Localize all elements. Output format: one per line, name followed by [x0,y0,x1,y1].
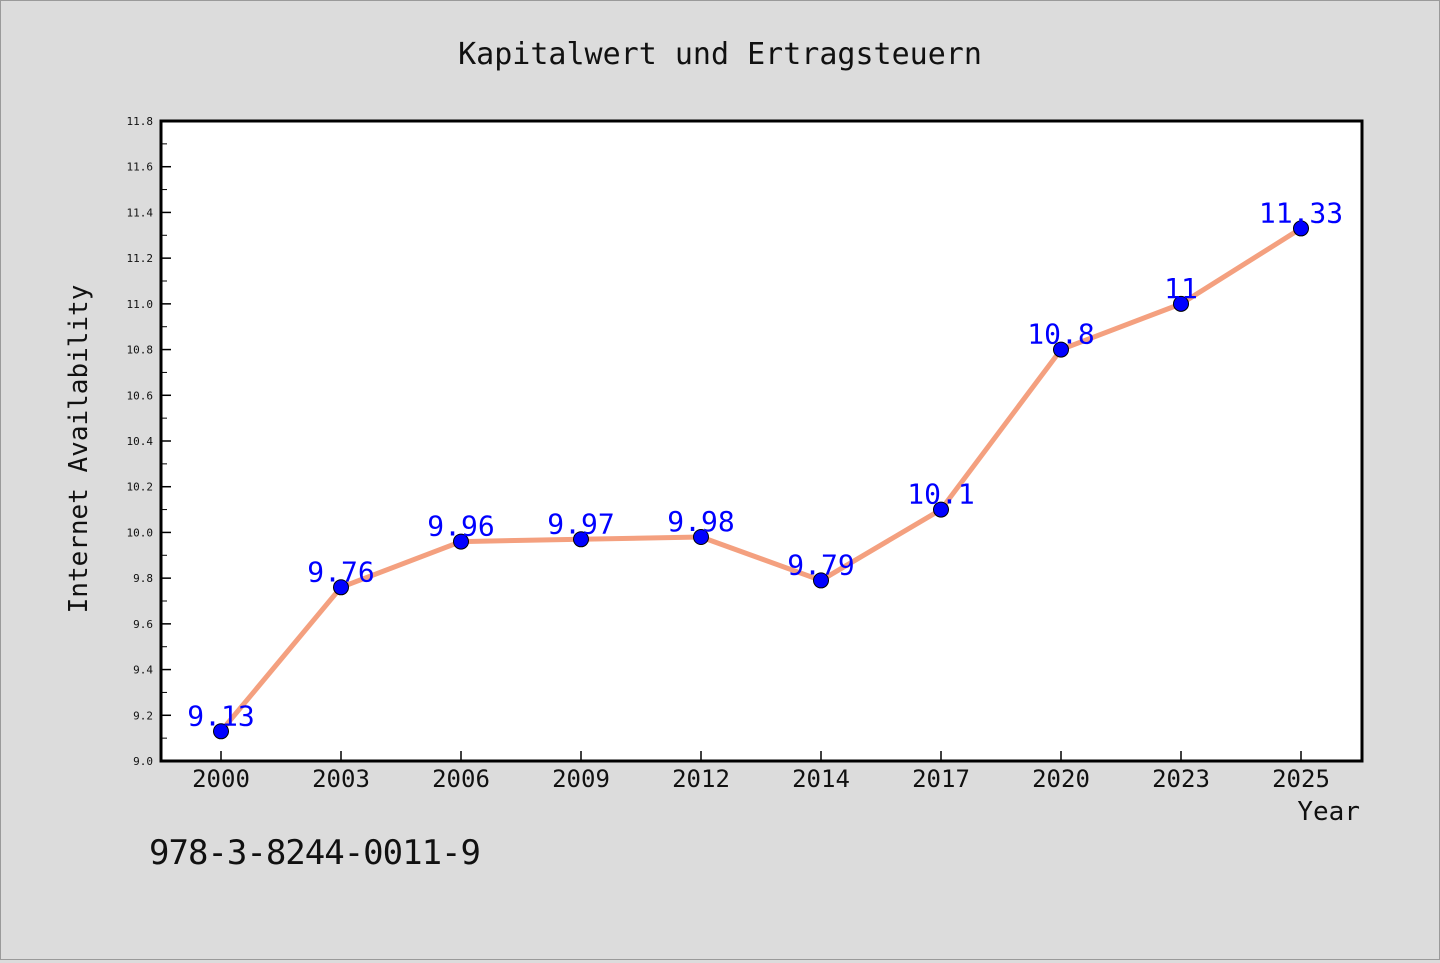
x-tick-label: 2006 [432,765,490,793]
y-tick-label: 9.6 [133,618,153,631]
y-tick-label: 9.0 [133,755,153,768]
isbn-code: 978-3-8244-0011-9 [149,833,481,873]
chart-title: Kapitalwert und Ertragsteuern [458,37,982,72]
y-tick-label: 11.0 [127,298,154,311]
y-tick-label: 9.4 [133,664,153,677]
x-tick-label: 2003 [312,765,370,793]
x-tick-label: 2025 [1272,765,1330,793]
data-point-label: 9.13 [187,699,254,732]
y-tick-label: 11.4 [127,206,154,219]
y-tick-label: 10.8 [127,344,154,357]
data-point-label: 10.8 [1027,318,1094,351]
data-point-marker [573,531,589,548]
series-line-layer: 9.13 9.76 9.96 9.97 9.98 9.79 10.1 10.8 11 11.33 [187,196,1343,740]
y-tick-label: 11.6 [127,161,154,174]
plot-area [159,119,1364,763]
data-point-marker [693,529,709,545]
x-tick-label: 2020 [1032,765,1090,793]
y-tick-label: 9.2 [133,709,153,722]
y-tick-label: 10.2 [127,481,154,494]
x-tick-label: 2017 [912,765,970,793]
data-point-label: 9.97 [547,507,614,540]
y-tick-label: 11.8 [127,115,154,128]
x-axis-label: Year [1297,797,1360,827]
data-point-label: 11 [1164,272,1198,305]
y-axis: 9.0 9.2 9.4 9.6 9.8 10.0 10.2 10.4 10.6 10.8 11.0 1… [127,115,171,768]
y-tick-label: 10.0 [127,526,154,539]
data-point-marker [1053,341,1069,358]
x-tick-label: 2012 [672,765,730,793]
y-tick-label: 9.8 [133,572,153,585]
data-point-marker [333,579,349,596]
data-point-label: 11.33 [1259,196,1343,229]
data-point-marker [453,533,469,550]
y-tick-label: 10.4 [127,435,154,448]
data-point-marker [1293,220,1309,237]
data-point-marker [813,572,829,589]
data-point-label: 10.1 [907,478,974,511]
data-point-marker [213,723,229,740]
y-axis-label: Internet Availability [64,285,94,614]
data-point-marker [933,501,949,518]
data-point-label: 9.79 [787,548,854,581]
y-tick-label: 11.2 [127,252,154,265]
data-point-marker [1173,295,1189,312]
data-point-label: 9.76 [307,555,374,588]
x-tick-label: 2014 [792,765,850,793]
x-tick-label: 2009 [552,765,610,793]
series-line [218,225,1304,734]
data-point-label: 9.96 [427,510,494,543]
y-tick-label: 10.6 [127,389,154,402]
data-point-label: 9.98 [667,505,734,538]
x-axis: 2000 2003 2006 2009 2012 2014 2017 2020 2023 2025 [192,751,1330,793]
x-tick-label: 2023 [1152,765,1210,793]
x-tick-label: 2000 [192,765,250,793]
